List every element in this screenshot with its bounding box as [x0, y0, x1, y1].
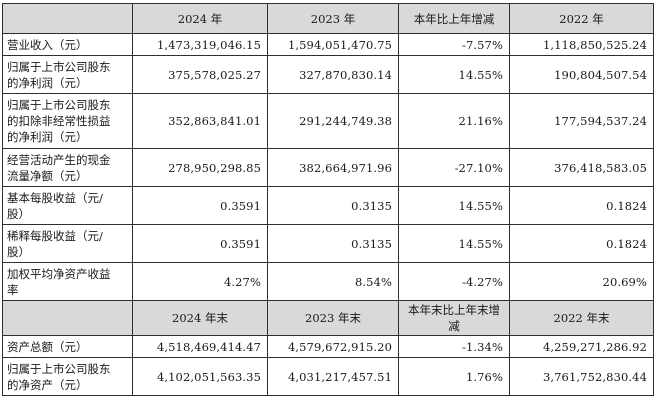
row-label: 营业收入（元） [2, 33, 133, 56]
row-net-assets: 归属于上市公司股东 的净资产（元） 4,102,051,563.35 4,031… [2, 357, 654, 396]
value-2023: 8.54% [267, 262, 399, 301]
value-2022-end: 4,259,271,286.92 [509, 335, 654, 358]
header-cell-2022: 2022 年 [509, 3, 654, 34]
row-label: 归属于上市公司股东 的净利润（元） [2, 55, 133, 94]
value-2024: 352,863,841.01 [132, 93, 268, 149]
value-change: -7.57% [398, 33, 510, 56]
value-2022: 177,594,537.24 [509, 93, 654, 149]
row-total-assets: 资产总额（元） 4,518,469,414.47 4,579,672,915.2… [2, 335, 654, 358]
value-2023-end: 4,031,217,457.51 [267, 357, 399, 396]
value-change: 21.16% [398, 93, 510, 149]
header-row-years: 2024 年 2023 年 本年比上年增减 2022 年 [2, 3, 654, 34]
row-label: 加权平均净资产收益 率 [2, 262, 133, 301]
value-2024: 0.3591 [132, 224, 268, 263]
header-cell-change-end: 本年末比上年末增减 [398, 300, 510, 336]
row-label: 资产总额（元） [2, 335, 133, 358]
value-2022: 376,418,583.05 [509, 148, 654, 187]
value-2024: 1,473,319,046.15 [132, 33, 268, 56]
value-2024: 375,578,025.27 [132, 55, 268, 94]
header-cell-blank [2, 300, 133, 336]
value-2022: 0.1824 [509, 186, 654, 225]
value-2024-end: 4,102,051,563.35 [132, 357, 268, 396]
row-label: 归属于上市公司股东 的净资产（元） [2, 357, 133, 396]
row-net-profit: 归属于上市公司股东 的净利润（元） 375,578,025.27 327,870… [2, 55, 654, 94]
header-cell-2024-end: 2024 年末 [132, 300, 268, 336]
value-change: -4.27% [398, 262, 510, 301]
value-2022: 20.69% [509, 262, 654, 301]
value-2023-end: 4,579,672,915.20 [267, 335, 399, 358]
row-basic-eps: 基本每股收益（元/ 股） 0.3591 0.3135 14.55% 0.1824 [2, 186, 654, 225]
value-2023: 0.3135 [267, 224, 399, 263]
value-2024: 278,950,298.85 [132, 148, 268, 187]
row-operating-revenue: 营业收入（元） 1,473,319,046.15 1,594,051,470.7… [2, 33, 654, 56]
row-diluted-eps: 稀释每股收益（元/ 股） 0.3591 0.3135 14.55% 0.1824 [2, 224, 654, 263]
value-change: 14.55% [398, 186, 510, 225]
row-operating-cash-flow: 经营活动产生的现金 流量净额（元） 278,950,298.85 382,664… [2, 148, 654, 187]
header-cell-2023: 2023 年 [267, 3, 399, 34]
header-row-year-end: 2024 年末 2023 年末 本年末比上年末增减 2022 年末 [2, 300, 654, 336]
header-cell-change: 本年比上年增减 [398, 3, 510, 34]
header-cell-2023-end: 2023 年末 [267, 300, 399, 336]
header-cell-blank [2, 3, 133, 34]
value-2022-end: 3,761,752,830.44 [509, 357, 654, 396]
value-change: 14.55% [398, 224, 510, 263]
value-2022: 0.1824 [509, 224, 654, 263]
header-cell-2022-end: 2022 年末 [509, 300, 654, 336]
financial-summary-table: 2024 年 2023 年 本年比上年增减 2022 年 营业收入（元） 1,4… [2, 3, 654, 396]
value-2024: 0.3591 [132, 186, 268, 225]
row-label: 稀释每股收益（元/ 股） [2, 224, 133, 263]
row-net-profit-excl-nonrecurring: 归属于上市公司股东 的扣除非经常性损益 的净利润（元） 352,863,841.… [2, 93, 654, 149]
row-weighted-roe: 加权平均净资产收益 率 4.27% 8.54% -4.27% 20.69% [2, 262, 654, 301]
value-change-end: 1.76% [398, 357, 510, 396]
value-2023: 327,870,830.14 [267, 55, 399, 94]
value-2022: 1,118,850,525.24 [509, 33, 654, 56]
value-2023: 291,244,749.38 [267, 93, 399, 149]
row-label: 经营活动产生的现金 流量净额（元） [2, 148, 133, 187]
value-2023: 1,594,051,470.75 [267, 33, 399, 56]
value-2024-end: 4,518,469,414.47 [132, 335, 268, 358]
row-label: 基本每股收益（元/ 股） [2, 186, 133, 225]
row-label: 归属于上市公司股东 的扣除非经常性损益 的净利润（元） [2, 93, 133, 149]
header-cell-2024: 2024 年 [132, 3, 268, 34]
value-change-end: -1.34% [398, 335, 510, 358]
value-2023: 382,664,971.96 [267, 148, 399, 187]
value-2024: 4.27% [132, 262, 268, 301]
value-2022: 190,804,507.54 [509, 55, 654, 94]
value-change: 14.55% [398, 55, 510, 94]
value-2023: 0.3135 [267, 186, 399, 225]
value-change: -27.10% [398, 148, 510, 187]
